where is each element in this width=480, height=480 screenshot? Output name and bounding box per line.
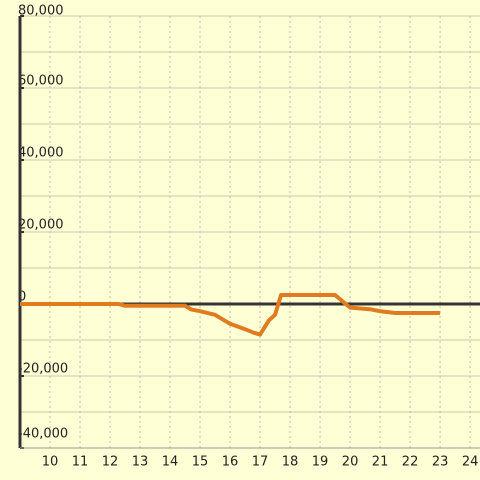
x-tick-label: 24 <box>462 455 479 470</box>
y-tick-label: 80,000 <box>18 4 64 19</box>
y-tick-label: -20,000 <box>18 362 68 377</box>
x-tick-label: 11 <box>72 455 89 470</box>
y-tick-label: 40,000 <box>18 146 64 161</box>
y-tick-label: 20,000 <box>18 218 64 233</box>
x-tick-label: 15 <box>192 455 209 470</box>
x-tick-label: 13 <box>132 455 149 470</box>
x-tick-label: 21 <box>372 455 389 470</box>
x-tick-label: 20 <box>342 455 359 470</box>
y-tick-label: 60,000 <box>18 74 64 89</box>
data-line <box>20 293 441 337</box>
x-tick-label: 22 <box>402 455 419 470</box>
x-tick-label: 12 <box>102 455 119 470</box>
x-tick-label: 23 <box>432 455 449 470</box>
x-tick-label: 17 <box>252 455 269 470</box>
x-tick-label: 14 <box>162 455 179 470</box>
x-tick-label: 10 <box>42 455 59 470</box>
x-tick-label: 18 <box>282 455 299 470</box>
x-tick-label: 16 <box>222 455 239 470</box>
x-tick-label: 19 <box>312 455 329 470</box>
y-tick-label: -40,000 <box>18 427 68 442</box>
y-tick-label: 0 <box>18 290 26 305</box>
